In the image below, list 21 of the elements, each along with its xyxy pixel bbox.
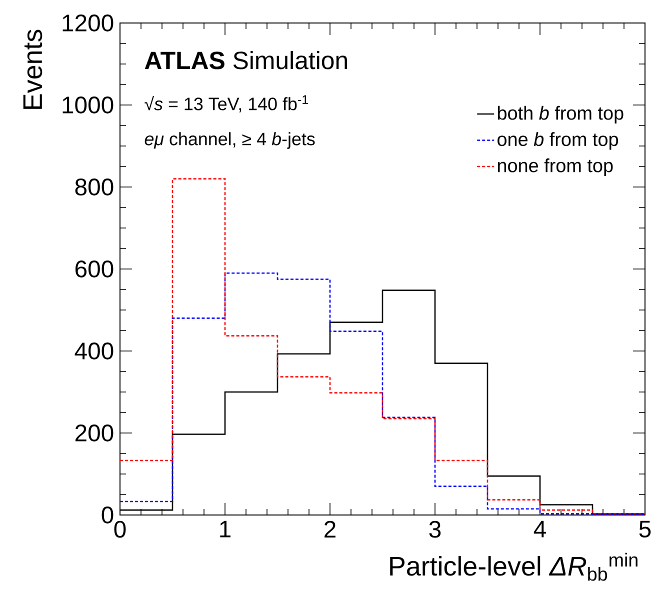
legend-label: none from top	[498, 158, 613, 176]
legend-label: one b from top	[498, 132, 618, 150]
y-tick-label: 800	[75, 178, 114, 196]
y-tick-label: 400	[74, 342, 114, 360]
annotation: √s = 13 TeV, 140 fb$^{-1}$	[144, 95, 308, 112]
x-tick-label: 4	[534, 520, 546, 538]
x-tick-label: 3	[429, 520, 441, 538]
y-tick-label: 0	[102, 506, 114, 524]
y-tick-label: 1200	[62, 14, 114, 32]
legend-label: both b from top	[498, 106, 624, 124]
y-tick-label: 600	[75, 260, 114, 278]
y-tick-label: 200	[75, 424, 114, 442]
x-tick-label: 1	[220, 520, 230, 538]
x-tick-label: 0	[114, 520, 126, 538]
annotation: eμ channel, ≥ 4 b-jets	[144, 132, 315, 149]
text: ATLAS Simulation	[144, 50, 347, 70]
y-axis-title: Events	[23, 30, 42, 109]
x-axis-title: Particle-level ΔR$_{bb}$min	[390, 552, 638, 581]
x-tick-label: 2	[324, 520, 336, 538]
x-tick-label: 5	[639, 520, 651, 538]
y-tick-label: 1000	[62, 96, 114, 114]
